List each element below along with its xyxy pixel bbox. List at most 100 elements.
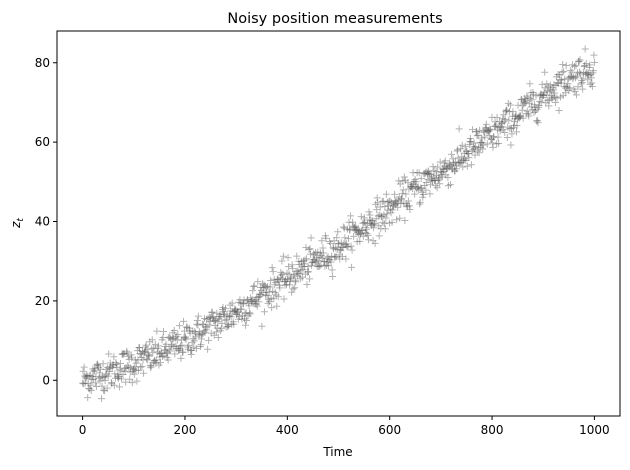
data-point — [114, 374, 122, 382]
data-point — [231, 305, 239, 313]
data-point — [256, 292, 264, 300]
data-point — [134, 366, 142, 374]
data-point — [555, 107, 563, 115]
data-point — [580, 62, 588, 70]
data-point — [176, 344, 184, 352]
data-point — [226, 312, 234, 320]
data-point — [188, 347, 196, 355]
data-point — [235, 312, 243, 320]
x-axis: 0 200 400 600 800 1000 — [79, 416, 610, 437]
data-point — [356, 237, 364, 245]
data-point — [354, 225, 362, 233]
data-point — [300, 263, 308, 271]
data-point — [246, 309, 254, 317]
data-point — [151, 357, 159, 365]
data-point — [121, 367, 129, 375]
data-point — [257, 286, 265, 294]
data-point — [310, 256, 318, 264]
data-point — [305, 246, 313, 254]
data-point — [160, 328, 168, 336]
data-point — [243, 297, 251, 305]
data-point — [106, 364, 114, 372]
data-point — [527, 89, 535, 97]
data-point — [126, 368, 134, 376]
data-point — [261, 291, 269, 299]
data-point — [164, 349, 172, 357]
data-point — [547, 92, 555, 100]
data-point — [506, 125, 514, 133]
data-point — [249, 299, 257, 307]
data-point — [82, 373, 90, 381]
data-point — [128, 379, 136, 387]
data-point — [216, 310, 224, 318]
data-point — [349, 222, 357, 230]
data-point — [223, 312, 231, 320]
data-point — [191, 329, 199, 337]
data-point — [282, 281, 290, 289]
data-point — [430, 173, 438, 181]
data-point — [558, 76, 566, 84]
data-point — [507, 125, 515, 133]
data-point — [313, 262, 321, 270]
data-point — [395, 193, 403, 201]
data-point — [512, 111, 520, 119]
data-point — [538, 91, 546, 99]
data-point — [391, 190, 399, 198]
data-point — [393, 216, 401, 224]
data-point — [402, 200, 410, 208]
data-point — [570, 62, 578, 70]
data-point — [334, 228, 342, 236]
data-point — [396, 180, 404, 188]
data-point — [439, 165, 447, 173]
data-point — [436, 180, 444, 188]
data-point — [79, 379, 87, 387]
data-point — [113, 373, 121, 381]
data-point — [413, 169, 421, 177]
data-point — [451, 167, 459, 175]
data-point — [112, 360, 120, 368]
data-point — [204, 314, 212, 322]
data-point — [538, 80, 546, 88]
data-point — [207, 313, 215, 321]
data-point — [323, 254, 331, 262]
data-point — [360, 219, 368, 227]
data-point — [511, 115, 519, 123]
data-point — [225, 322, 233, 330]
data-point — [367, 217, 375, 225]
data-point — [476, 139, 484, 147]
data-point — [447, 162, 455, 170]
data-point — [155, 361, 163, 369]
data-point — [209, 314, 217, 322]
data-point — [96, 377, 104, 385]
data-point — [342, 240, 350, 248]
data-point — [517, 95, 525, 103]
data-point — [210, 331, 218, 339]
data-point — [230, 320, 238, 328]
data-point — [102, 365, 110, 373]
data-point — [106, 359, 114, 367]
data-point — [401, 176, 409, 184]
data-point — [497, 123, 505, 131]
data-point — [548, 84, 556, 92]
data-point — [526, 95, 534, 103]
data-point — [539, 94, 547, 102]
data-point — [358, 226, 366, 234]
data-point — [265, 288, 273, 296]
data-point — [398, 195, 406, 203]
data-point — [89, 365, 97, 373]
data-point — [528, 96, 536, 104]
data-point — [107, 379, 115, 387]
data-point — [565, 86, 573, 94]
data-point — [435, 174, 443, 182]
data-point — [531, 103, 539, 111]
data-point — [156, 359, 164, 367]
data-point — [312, 258, 320, 266]
data-point — [95, 369, 103, 377]
data-point — [290, 272, 298, 280]
data-point — [398, 190, 406, 198]
data-point — [576, 56, 584, 64]
data-point — [286, 281, 294, 289]
data-point — [383, 198, 391, 206]
data-point — [432, 182, 440, 190]
